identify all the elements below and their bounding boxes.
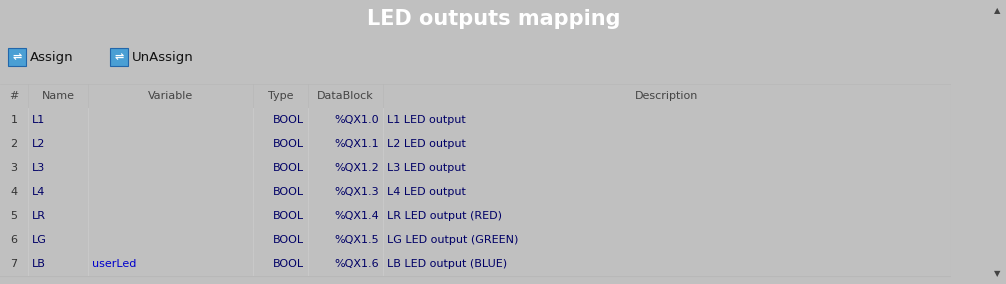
Text: 4: 4 — [10, 187, 17, 197]
Text: %QX1.0: %QX1.0 — [334, 115, 379, 125]
Text: Variable: Variable — [148, 91, 193, 101]
Text: L2: L2 — [32, 139, 45, 149]
Text: %QX1.4: %QX1.4 — [334, 211, 379, 221]
Text: LG: LG — [32, 235, 47, 245]
Bar — [110, 48, 128, 66]
Text: L4 LED output: L4 LED output — [387, 187, 466, 197]
Bar — [8, 48, 26, 66]
Text: Assign: Assign — [30, 51, 73, 64]
Text: BOOL: BOOL — [273, 235, 304, 245]
Text: 7: 7 — [10, 259, 17, 269]
Text: 5: 5 — [10, 211, 17, 221]
Text: LR: LR — [32, 211, 46, 221]
Text: ⇌: ⇌ — [115, 52, 124, 62]
Text: %QX1.1: %QX1.1 — [334, 139, 379, 149]
Text: BOOL: BOOL — [273, 211, 304, 221]
Text: L4: L4 — [32, 187, 45, 197]
Text: #: # — [9, 91, 19, 101]
Text: LG LED output (GREEN): LG LED output (GREEN) — [387, 235, 518, 245]
Text: LED outputs mapping: LED outputs mapping — [367, 9, 621, 29]
Text: L1: L1 — [32, 115, 45, 125]
Text: ▲: ▲ — [994, 6, 1000, 15]
Text: Name: Name — [41, 91, 74, 101]
Text: UnAssign: UnAssign — [132, 51, 194, 64]
Text: LB LED output (BLUE): LB LED output (BLUE) — [387, 259, 507, 269]
Text: %QX1.3: %QX1.3 — [334, 187, 379, 197]
Text: L3 LED output: L3 LED output — [387, 163, 466, 173]
Text: L1 LED output: L1 LED output — [387, 115, 466, 125]
Text: BOOL: BOOL — [273, 187, 304, 197]
Text: Type: Type — [268, 91, 294, 101]
Text: userLed: userLed — [92, 259, 137, 269]
Text: %QX1.2: %QX1.2 — [334, 163, 379, 173]
Text: LB: LB — [32, 259, 46, 269]
Text: %QX1.6: %QX1.6 — [334, 259, 379, 269]
Text: ⇌: ⇌ — [12, 52, 22, 62]
Text: %QX1.5: %QX1.5 — [334, 235, 379, 245]
Text: 6: 6 — [10, 235, 17, 245]
Text: L2 LED output: L2 LED output — [387, 139, 466, 149]
Text: 3: 3 — [10, 163, 17, 173]
Text: BOOL: BOOL — [273, 115, 304, 125]
Text: DataBlock: DataBlock — [317, 91, 374, 101]
Text: LR LED output (RED): LR LED output (RED) — [387, 211, 502, 221]
Text: Description: Description — [636, 91, 699, 101]
Text: 2: 2 — [10, 139, 17, 149]
Text: L3: L3 — [32, 163, 45, 173]
Text: BOOL: BOOL — [273, 259, 304, 269]
Text: ▼: ▼ — [994, 269, 1000, 278]
Text: BOOL: BOOL — [273, 139, 304, 149]
Text: BOOL: BOOL — [273, 163, 304, 173]
Text: 1: 1 — [10, 115, 17, 125]
